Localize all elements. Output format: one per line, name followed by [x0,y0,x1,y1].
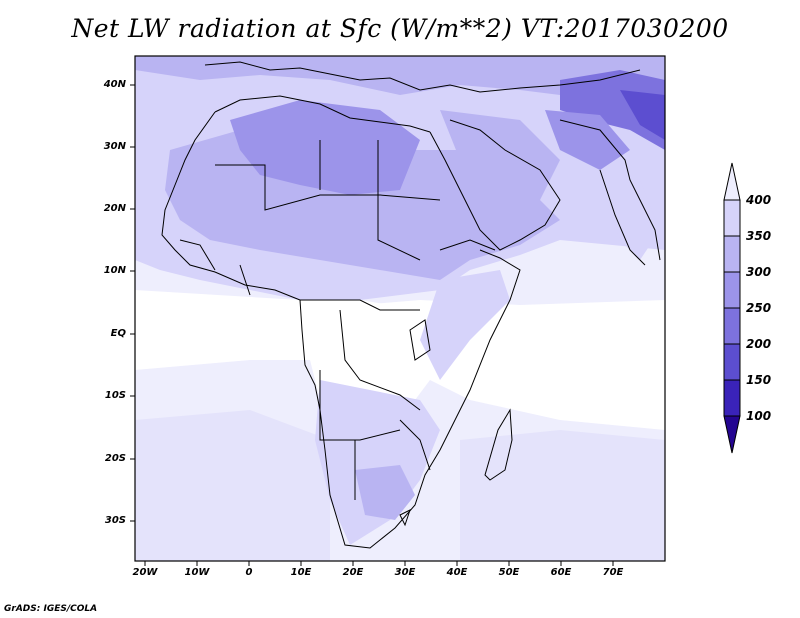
colorbar [723,162,741,454]
legend-label: 150 [746,373,772,387]
lat-label: 20N [103,203,126,214]
lon-label: 40E [446,567,468,578]
legend-label: 200 [746,337,772,351]
lon-label: 30E [394,567,416,578]
legend-label: 100 [746,409,772,423]
map-title: Net LW radiation at Sfc (W/m**2) VT:2017… [71,14,729,43]
colorbar-swatch [723,379,741,417]
lon-label: 20W [132,567,158,578]
plot-border [134,55,666,562]
legend-label: 400 [746,193,772,207]
colorbar-swatch [723,271,741,309]
legend-label: 350 [746,229,772,243]
colorbar-swatch [723,235,741,273]
lon-label: 20E [342,567,364,578]
footer-credit: GrADS: IGES/COLA [4,604,98,614]
colorbar-top-arrow [723,162,741,201]
lon-label: 70E [602,567,624,578]
colorbar-bottom-arrow [723,415,741,454]
radiation-field [135,56,665,561]
lat-label: EQ [110,328,126,339]
lat-label: 30N [103,141,126,152]
lat-label: 20S [104,453,126,464]
tick-marks [130,84,614,566]
lat-label: 40N [103,79,126,90]
colorbar-swatch [723,307,741,345]
lon-label: 60E [550,567,572,578]
lon-label: 0 [245,567,253,578]
legend-label: 250 [746,301,772,315]
lon-label: 10E [290,567,312,578]
lon-label: 50E [498,567,520,578]
lat-label: 10N [103,265,126,276]
colorbar-swatch [723,343,741,381]
colorbar-swatch [723,199,741,237]
lat-label: 10S [104,390,126,401]
coastlines [161,61,661,549]
lat-label: 30S [104,515,126,526]
lon-label: 10W [184,567,210,578]
legend-label: 300 [746,265,772,279]
